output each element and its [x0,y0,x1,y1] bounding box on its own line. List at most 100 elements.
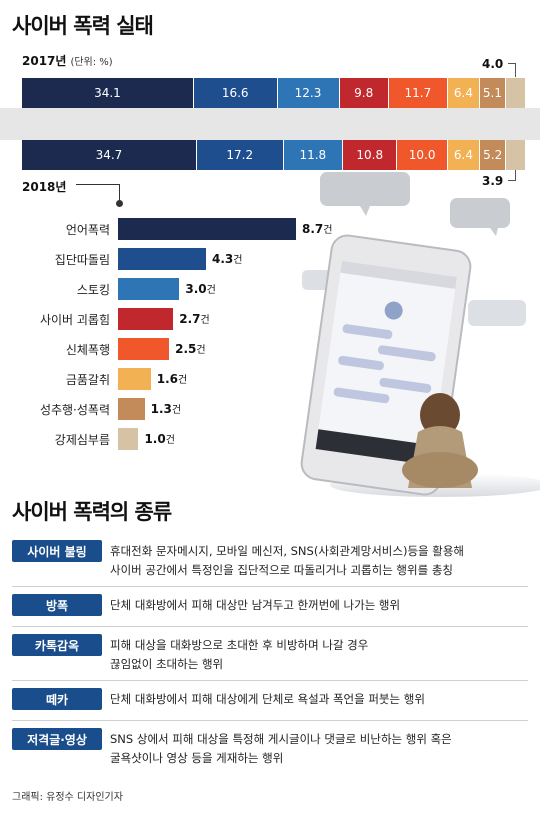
unit-label: (단위: %) [70,57,113,68]
callout-line [515,63,516,77]
hbar-row: 스토킹 3.0건 [0,278,320,300]
segment-value-label: 11.8 [299,148,327,162]
type-item: 카톡감옥 피해 대상을 대화방으로 초대한 후 비방하며 나갈 경우 끊임없이 초… [12,634,532,678]
type-description: 단체 대화방에서 피해 대상만 남겨두고 한꺼번에 나가는 행위 [110,598,401,612]
stacked-segment: 6.4 [447,78,481,108]
hbar-row: 강제심부름 1.0건 [0,428,320,450]
hbar [118,368,151,390]
stacked-segment: 10.8 [343,140,398,170]
credit: 그래픽: 유정수 디자인기자 [12,792,123,803]
hbar-category-label: 스토킹 [76,283,110,297]
hbar-category-label: 강제심부름 [54,433,110,447]
hbar [118,428,139,450]
segment-value-label: 5.1 [482,86,502,100]
divider [12,626,528,627]
hbar-category-label: 금품갈취 [65,373,110,387]
segment-value-label: 10.0 [408,148,436,162]
segment-value-label: 5.2 [483,148,503,162]
section-title: 사이버 폭력의 종류 [12,500,172,524]
type-item: 사이버 불링 휴대전화 문자메시지, 모바일 메신저, SNS(사회관계망서비스… [12,540,532,584]
hbar-value-label: 3.0건 [185,282,216,296]
type-description: SNS 상에서 피해 대상을 특정해 게시글이나 댓글로 비난하는 행위 혹은 굴… [110,732,452,765]
hbar-row: 성추행·성폭력 1.3건 [0,398,320,420]
hbar-category-label: 사이버 괴롭힘 [39,313,110,327]
type-item: 저격글·영상 SNS 상에서 피해 대상을 특정해 게시글이나 댓글로 비난하는… [12,728,532,772]
hbar-value-label: 2.7건 [179,312,210,326]
hbar-value-label: 8.7건 [302,222,333,236]
hbar [118,308,174,330]
divider [12,680,528,681]
segment-value-label: 16.6 [221,86,249,100]
callout-2018-last: 3.9 [482,174,504,188]
type-tag: 사이버 불링 [12,540,102,562]
hbar [118,278,180,300]
stacked-segment: 17.2 [196,140,284,170]
hbar-category-label: 신체폭행 [65,343,110,357]
type-tag: 방폭 [12,594,102,616]
hbar-row: 집단따돌림 4.3건 [0,248,320,270]
connector-line [119,184,120,202]
hbar-category-label: 성추행·성폭력 [39,403,110,417]
stacked-segment: 9.8 [339,78,389,108]
year-label-2017: 2017년 (단위: %) [22,54,113,68]
hbar-value-label: 4.3건 [211,252,243,266]
hbar-row: 신체폭행 2.5건 [0,338,320,360]
segment-value-label: 12.3 [294,86,322,100]
year-label-2018: 2018년 [22,180,67,194]
type-description: 휴대전화 문자메시지, 모바일 메신저, SNS(사회관계망서비스)등을 활용해… [110,544,465,577]
stacked-bar-2018: 34.7 17.2 11.8 10.8 10.0 6.4 5.2 [22,140,526,170]
segment-value-label: 17.2 [226,148,254,162]
hbar-row: 금품갈취 1.6건 [0,368,320,390]
hbar-row: 언어폭력 8.7건 [0,218,332,240]
child-figure-icon [402,393,478,488]
segment-value-label: 9.8 [354,86,374,100]
stacked-segment: 16.6 [193,78,278,108]
stacked-segment: 5.1 [480,78,506,108]
hbar-value-label: 2.5건 [175,342,206,356]
stacked-segment: 34.7 [22,140,197,170]
stacked-chart-band [0,108,540,140]
divider [12,720,528,721]
stacked-segment: 11.8 [283,140,344,170]
stacked-segment [506,140,526,170]
segment-value-label: 10.8 [356,148,384,162]
hbar-value-label: 1.0건 [144,432,175,446]
segment-value-label: 34.1 [94,86,121,100]
type-item: 떼카 단체 대화방에서 피해 대상에게 단체로 욕설과 폭언을 퍼붓는 행위 [12,688,532,714]
hbar-category-label: 언어폭력 [65,223,110,237]
stacked-bar-2017: 34.1 16.6 12.3 9.8 11.7 6.4 5.1 [22,78,526,108]
stacked-segment: 12.3 [277,78,340,108]
stacked-segment: 11.7 [388,78,448,108]
segment-value-label: 11.7 [404,86,432,100]
hbar [118,338,170,360]
type-item: 방폭 단체 대화방에서 피해 대상만 남겨두고 한꺼번에 나가는 행위 [12,594,532,620]
callout-line [515,170,516,181]
page-title: 사이버 폭력 실태 [12,14,154,38]
connector-dot [116,200,123,207]
type-tag: 카톡감옥 [12,634,102,656]
segment-value-label: 6.4 [453,86,474,100]
type-tag: 저격글·영상 [12,728,102,750]
hbar [118,398,145,420]
hbar [118,248,206,270]
hbar-category-label: 집단따돌림 [54,253,110,267]
phone-illustration [300,172,540,497]
stacked-segment: 5.2 [480,140,507,170]
hbar-value-label: 1.3건 [150,402,182,416]
stacked-segment: 10.0 [397,140,448,170]
segment-value-label: 34.7 [95,148,123,162]
stacked-segment: 34.1 [22,78,194,108]
callout-line [508,63,516,64]
type-description: 단체 대화방에서 피해 대상에게 단체로 욕설과 폭언을 퍼붓는 행위 [110,692,425,706]
callout-line [508,180,516,181]
connector-line [76,184,120,185]
hbar-value-label: 1.6건 [156,372,188,386]
segment-value-label: 6.4 [453,148,474,162]
hbar-row: 사이버 괴롭힘 2.7건 [0,308,320,330]
callout-2017-last: 4.0 [482,57,504,71]
stacked-segment: 6.4 [447,140,481,170]
type-description: 피해 대상을 대화방으로 초대한 후 비방하며 나갈 경우 끊임없이 초대하는 행… [110,638,369,671]
stacked-segment [505,78,526,108]
hbar [118,218,296,240]
